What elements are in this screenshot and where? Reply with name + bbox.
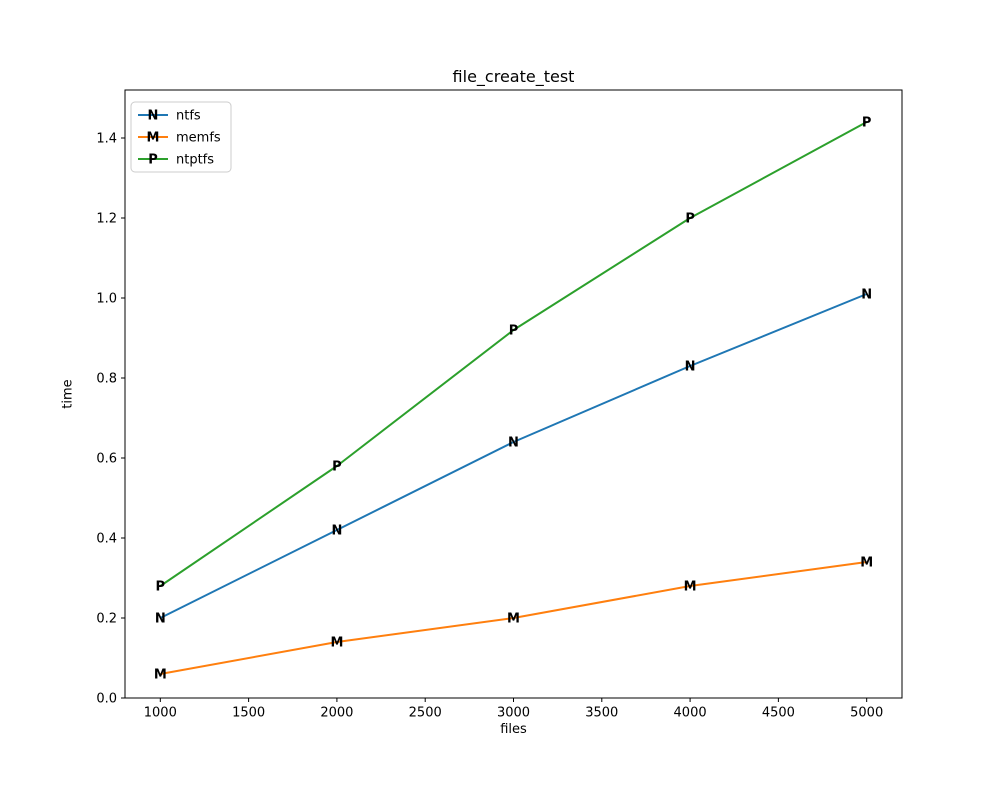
series-line-ntfs: [159, 293, 868, 619]
x-axis-label: files: [500, 722, 527, 737]
legend-box: [130, 101, 232, 173]
legend-label-ntfs: ntfs: [176, 109, 201, 124]
series-line-memfs: [160, 561, 867, 675]
x-tick-label: 2000: [320, 706, 353, 721]
y-tick-label: 0.8: [96, 372, 117, 387]
series-marker-memfs: M: [860, 556, 873, 571]
x-tick-label: 3500: [585, 706, 618, 721]
legend-marker-ntfs: N: [148, 109, 159, 124]
y-tick-label: 1.0: [96, 292, 117, 307]
series-marker-ntfs: N: [861, 288, 872, 303]
series-marker-ntfs: N: [331, 524, 342, 539]
series-marker-ntptfs: P: [156, 580, 166, 595]
x-tick-label: 4000: [674, 706, 707, 721]
x-tick-label: 4500: [762, 706, 795, 721]
y-tick-label: 1.2: [96, 212, 117, 227]
series-marker-ntptfs: P: [509, 324, 519, 339]
series-marker-ntfs: N: [685, 360, 696, 375]
series-marker-ntptfs: P: [332, 460, 342, 475]
series-marker-memfs: M: [154, 668, 167, 683]
y-tick-label: 0.6: [96, 452, 117, 467]
x-tick-label: 1000: [144, 706, 177, 721]
x-tick-label: 1500: [232, 706, 265, 721]
x-tick-label: 3000: [497, 706, 530, 721]
legend-marker-memfs: M: [147, 131, 160, 146]
series-marker-ntptfs: P: [685, 212, 695, 227]
chart-title: file_create_test: [452, 67, 575, 86]
y-axis-label: time: [60, 379, 76, 409]
x-tick-label: 2500: [409, 706, 442, 721]
series-marker-memfs: M: [507, 612, 520, 627]
x-tick-label: 5000: [850, 706, 883, 721]
legend-label-ntptfs: ntptfs: [176, 153, 214, 168]
y-tick-label: 1.4: [96, 132, 117, 147]
y-tick-label: 0.2: [96, 612, 117, 627]
plot-border: [124, 89, 903, 699]
series-line-ntptfs: [159, 121, 868, 587]
series-marker-ntfs: N: [155, 612, 166, 627]
legend-marker-ntptfs: P: [148, 153, 158, 168]
legend-label-memfs: memfs: [176, 131, 221, 146]
series-marker-ntfs: N: [508, 436, 519, 451]
y-tick-label: 0.0: [96, 692, 117, 707]
series-marker-memfs: M: [684, 580, 697, 595]
y-tick-label: 0.4: [96, 532, 117, 547]
series-marker-ntptfs: P: [862, 116, 872, 131]
series-marker-memfs: M: [330, 636, 343, 651]
